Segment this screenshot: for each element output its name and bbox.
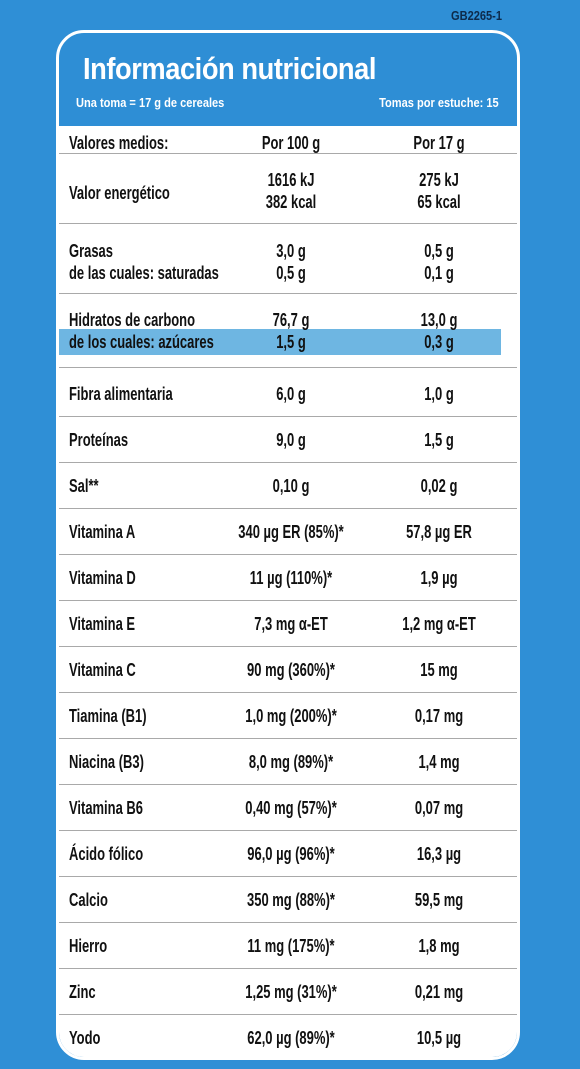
value-per-100g-text: 340 µg ER (85%)* [238, 522, 344, 542]
value-per-100g-text: 11 µg (110%)* [249, 568, 333, 588]
sugar-highlight [59, 329, 501, 355]
value-per-100g-text: 8,0 mg (89%)* [248, 752, 334, 772]
value-per-serving-text: 65 kcal [417, 192, 461, 212]
nutrient-label: Vitamina B6 [69, 798, 143, 818]
nutrient-label: Proteínas [69, 430, 129, 450]
value-per-100g-text: 3,0 g [276, 240, 306, 261]
value-per-100g-text: 350 mg (88%)* [247, 890, 335, 910]
table-row: Hidratos de carbono 76,7 g 13,0 g de los cu… [59, 298, 517, 368]
table-row: Sal** 0,10 g 0,02 g [59, 463, 517, 509]
nutrient-label: Vitamina E [69, 614, 136, 634]
nutrient-label: Fibra alimentaria [69, 384, 173, 404]
value-per-100g-text: 76,7 g [272, 310, 310, 330]
nutrient-label: Vitamina D [69, 568, 136, 588]
value-per-100g-text: 1,0 mg (200%)* [245, 706, 337, 726]
nutrient-label: de las cuales: saturadas [69, 262, 219, 283]
value-per-serving-text: 1,5 g [424, 430, 454, 450]
table-row: Niacina (B3) 8,0 mg (89%)* 1,4 mg [59, 739, 517, 785]
value-per-serving-text: 1,9 µg [420, 568, 458, 588]
value-per-serving-text: 16,3 µg [416, 844, 462, 864]
panel-header: Información nutricional Una toma = 17 g … [59, 33, 517, 123]
value-per-serving-text: 1,2 mg α-ET [402, 614, 476, 634]
value-per-100g-text: 9,0 g [276, 430, 306, 450]
table-header-row: Valores medios: Por 100 g Por 17 g [59, 126, 517, 154]
nutrient-label: Valor energético [69, 183, 170, 203]
value-per-100g-text: 0,5 g [276, 262, 306, 283]
nutrient-label: Hierro [69, 936, 108, 956]
value-per-serving-text: 0,02 g [420, 476, 458, 496]
value-per-100g-text: 7,3 mg α-ET [254, 614, 328, 634]
value-per-serving-text: 0,5 g [424, 240, 454, 261]
serving-info: Una toma = 17 g de cereales Tomas por es… [76, 95, 499, 110]
value-per-serving-text: 275 kJ [419, 170, 459, 190]
table-row: Vitamina A 340 µg ER (85%)* 57,8 µg ER [59, 509, 517, 555]
value-per-serving-text: 15 mg [420, 660, 458, 680]
value-per-serving-text: 0,1 g [424, 262, 454, 283]
table-row: Proteínas 9,0 g 1,5 g [59, 417, 517, 463]
product-code: GB2265-1 [451, 8, 502, 23]
value-per-serving-text: 0,17 mg [414, 706, 464, 726]
value-per-100g-text: 1616 kJ [267, 170, 315, 190]
nutrient-label: Calcio [69, 890, 108, 910]
value-per-100g-text: 11 mg (175%)* [247, 936, 335, 956]
nutrition-panel: Información nutricional Una toma = 17 g … [56, 30, 520, 1060]
value-per-serving-text: 59,5 mg [414, 890, 464, 910]
column-header-per-100g-text: Por 100 g [261, 133, 321, 153]
panel-title: Información nutricional [83, 51, 377, 86]
value-per-serving-text: 1,0 g [424, 384, 454, 404]
nutrient-label: Sal** [69, 476, 99, 496]
nutrient-label: Grasas [69, 240, 113, 261]
table-row: Ácido fólico 96,0 µg (96%)* 16,3 µg [59, 831, 517, 877]
value-per-serving-text: 13,0 g [420, 310, 458, 330]
table-row: Vitamina B6 0,40 mg (57%)* 0,07 mg [59, 785, 517, 831]
table-row: Vitamina C 90 mg (360%)* 15 mg [59, 647, 517, 693]
table-row: Calcio 350 mg (88%)* 59,5 mg [59, 877, 517, 923]
value-per-serving-text: 1,8 mg [418, 936, 460, 956]
nutrient-label: Ácido fólico [69, 844, 144, 864]
column-header-nutrient: Valores medios: [69, 133, 169, 153]
table-row: Vitamina D 11 µg (110%)* 1,9 µg [59, 555, 517, 601]
nutrition-table: Valores medios: Por 100 g Por 17 g Valor en… [59, 126, 517, 1057]
value-per-100g-text: 6,0 g [276, 384, 306, 404]
nutrient-label: Yodo [69, 1028, 101, 1048]
value-per-100g-text: 96,0 µg (96%)* [247, 844, 335, 864]
serving-size: Una toma = 17 g de cereales [76, 95, 225, 110]
column-header-per-serving-text: Por 17 g [413, 133, 465, 153]
value-per-serving-text: 57,8 µg ER [406, 522, 472, 542]
value-per-100g-text: 1,25 mg (31%)* [245, 982, 337, 1002]
value-per-serving-text: 0,21 mg [414, 982, 464, 1002]
value-per-serving-text: 0,3 g [424, 332, 454, 352]
value-per-100g-text: 0,40 mg (57%)* [245, 798, 337, 818]
table-row: Tiamina (B1) 1,0 mg (200%)* 0,17 mg [59, 693, 517, 739]
nutrient-label: Niacina (B3) [69, 752, 144, 772]
table-row: Hierro 11 mg (175%)* 1,8 mg [59, 923, 517, 969]
nutrient-label: Vitamina A [69, 522, 136, 542]
servings-per-pack: Tomas por estuche: 15 [379, 95, 499, 110]
table-row: Grasas 3,0 g 0,5 g de las cuales: saturadas… [59, 233, 517, 294]
table-row: Zinc 1,25 mg (31%)* 0,21 mg [59, 969, 517, 1015]
value-per-100g-text: 62,0 µg (89%)* [247, 1028, 335, 1048]
nutrient-label: de los cuales: azúcares [69, 332, 214, 352]
value-per-100g-text: 90 mg (360%)* [247, 660, 335, 680]
value-per-serving-text: 1,4 mg [418, 752, 460, 772]
value-per-serving-text: 10,5 µg [416, 1028, 462, 1048]
value-per-100g-text: 0,10 g [272, 476, 310, 496]
table-row: Valor energético 1616 kJ 275 kJ 382 kcal 65 … [59, 162, 517, 224]
nutrient-label: Tiamina (B1) [69, 706, 147, 726]
value-per-100g-text: 1,5 g [276, 332, 306, 352]
value-per-100g-text: 382 kcal [265, 192, 317, 212]
table-row: Yodo 62,0 µg (89%)* 10,5 µg [59, 1015, 517, 1057]
nutrient-label: Zinc [69, 982, 96, 1002]
table-row: Fibra alimentaria 6,0 g 1,0 g [59, 371, 517, 417]
nutrient-label: Vitamina C [69, 660, 136, 680]
nutrient-label: Hidratos de carbono [69, 310, 196, 330]
table-row: Vitamina E 7,3 mg α-ET 1,2 mg α-ET [59, 601, 517, 647]
value-per-serving-text: 0,07 mg [414, 798, 464, 818]
